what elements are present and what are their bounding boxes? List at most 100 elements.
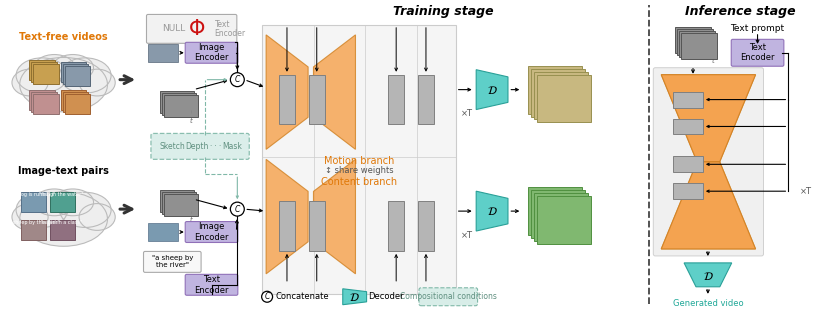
Text: C: C	[235, 205, 240, 214]
Ellipse shape	[12, 204, 48, 230]
Ellipse shape	[16, 192, 67, 228]
Bar	[50, 192, 75, 212]
Bar	[673, 92, 703, 108]
Polygon shape	[661, 75, 755, 162]
Polygon shape	[661, 162, 755, 249]
Text: Text
Encoder: Text Encoder	[194, 275, 229, 294]
Text: Compositional conditions: Compositional conditions	[400, 292, 498, 301]
Bar	[675, 27, 711, 53]
Bar	[61, 90, 87, 109]
Bar	[21, 220, 46, 240]
Bar	[29, 90, 55, 109]
Bar	[677, 29, 713, 55]
FancyBboxPatch shape	[146, 15, 237, 43]
Text: "a girl in a class": "a girl in a class"	[41, 220, 82, 225]
Text: "fish in the water": "fish in the water"	[39, 192, 84, 197]
Text: Concatenate: Concatenate	[275, 292, 329, 301]
Bar	[32, 64, 58, 84]
Text: C: C	[235, 75, 240, 84]
Ellipse shape	[12, 69, 48, 96]
Bar	[160, 91, 194, 113]
Text: $\mathcal{D}$: $\mathcal{D}$	[487, 84, 498, 95]
Bar	[537, 196, 592, 244]
Bar	[31, 62, 57, 82]
Text: Text-free videos: Text-free videos	[19, 32, 108, 42]
Text: ×T: ×T	[461, 231, 473, 240]
Ellipse shape	[33, 55, 75, 81]
Text: "a sheep by
the river": "a sheep by the river"	[151, 255, 193, 268]
Bar	[527, 187, 582, 235]
Bar	[164, 95, 198, 117]
Ellipse shape	[79, 204, 115, 230]
Bar	[65, 66, 91, 86]
Ellipse shape	[20, 192, 107, 246]
Bar	[162, 93, 196, 114]
Bar	[309, 201, 324, 251]
Polygon shape	[266, 159, 308, 274]
Text: ×T: ×T	[461, 109, 473, 118]
Bar	[531, 190, 585, 238]
Bar	[681, 33, 717, 59]
FancyBboxPatch shape	[653, 68, 764, 256]
Text: Decoder: Decoder	[369, 292, 404, 301]
Bar	[309, 75, 324, 125]
Polygon shape	[661, 75, 755, 162]
Text: Motion branch: Motion branch	[324, 156, 394, 166]
Ellipse shape	[59, 192, 111, 228]
Bar	[279, 75, 295, 125]
Text: Text: Text	[215, 20, 230, 29]
Bar	[32, 94, 58, 113]
Text: NULL: NULL	[162, 24, 186, 33]
Polygon shape	[343, 289, 367, 305]
Bar	[533, 72, 588, 119]
FancyBboxPatch shape	[731, 39, 784, 66]
Ellipse shape	[52, 189, 93, 216]
Text: Content branch: Content branch	[321, 177, 398, 187]
Text: Sketch: Sketch	[160, 142, 186, 151]
Bar	[29, 60, 55, 80]
Text: Generated video: Generated video	[672, 299, 743, 308]
Text: $\mathcal{D}$: $\mathcal{D}$	[349, 291, 360, 303]
Bar	[65, 94, 91, 113]
Bar	[527, 66, 582, 113]
Text: ×T: ×T	[800, 187, 812, 196]
Bar	[673, 118, 703, 135]
Circle shape	[230, 73, 245, 86]
Text: Encoder: Encoder	[215, 29, 245, 38]
Ellipse shape	[33, 189, 75, 216]
Text: C: C	[265, 292, 270, 301]
Bar	[31, 92, 57, 112]
Polygon shape	[476, 70, 508, 109]
Text: Depth: Depth	[185, 142, 208, 151]
Polygon shape	[476, 191, 508, 231]
Circle shape	[230, 202, 245, 216]
Bar	[673, 156, 703, 172]
Ellipse shape	[52, 55, 93, 81]
Bar	[148, 44, 178, 62]
Bar	[160, 190, 194, 212]
Bar	[164, 194, 198, 216]
FancyBboxPatch shape	[186, 222, 238, 242]
Text: ↕ share weights: ↕ share weights	[325, 166, 394, 175]
Polygon shape	[266, 35, 308, 149]
Text: "a sheep by the river": "a sheep by the river"	[6, 220, 60, 225]
Ellipse shape	[59, 58, 111, 93]
Polygon shape	[661, 162, 755, 249]
FancyBboxPatch shape	[186, 42, 238, 63]
Text: · · ·: · · ·	[210, 144, 221, 149]
Bar	[21, 192, 46, 212]
Text: t: t	[711, 58, 714, 64]
FancyBboxPatch shape	[143, 251, 201, 272]
Bar	[162, 192, 196, 214]
Text: Mask: Mask	[222, 142, 242, 151]
Ellipse shape	[16, 58, 67, 93]
Bar	[50, 220, 75, 240]
Text: Inference stage: Inference stage	[686, 5, 796, 18]
Bar	[262, 25, 456, 294]
Bar	[673, 183, 703, 199]
Bar	[679, 31, 715, 57]
Text: Text prompt: Text prompt	[730, 24, 785, 33]
Text: Image
Encoder: Image Encoder	[194, 222, 229, 242]
Text: $\mathcal{D}$: $\mathcal{D}$	[702, 270, 713, 282]
Bar	[531, 69, 585, 117]
